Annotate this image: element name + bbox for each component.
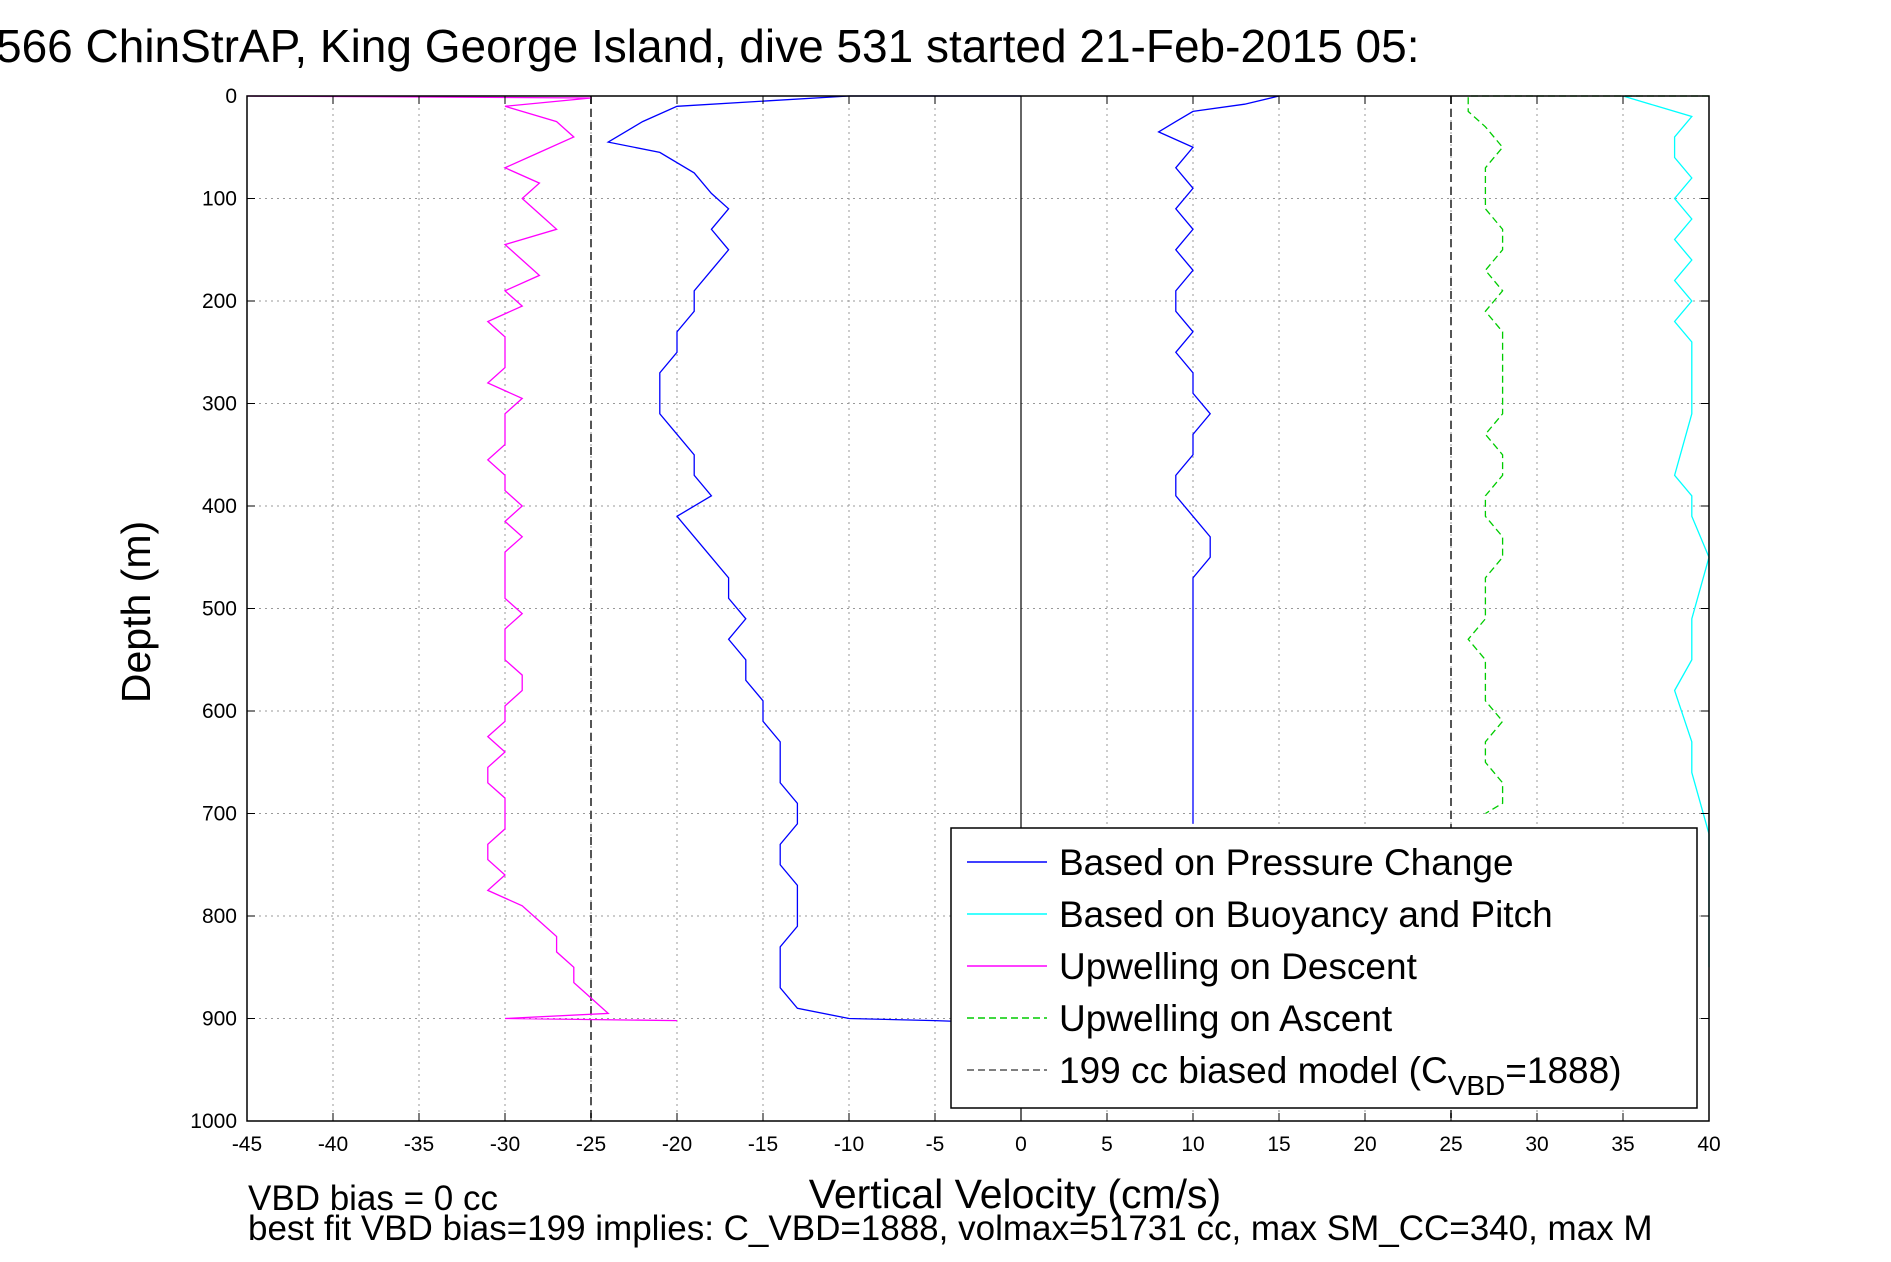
x-tick-label: 15 (1267, 1133, 1290, 1156)
legend-item: Upwelling on Ascent (967, 998, 1393, 1039)
y-tick-label: 300 (202, 393, 237, 416)
series-based-on-pressure-change-ascent (1157, 95, 1280, 824)
y-tick-label: 400 (202, 495, 237, 518)
y-axis-title: Depth (m) (113, 521, 159, 703)
legend-label: 199 cc biased model (CVBD=1888) (1059, 1050, 1622, 1101)
x-tick-label: 10 (1181, 1133, 1204, 1156)
x-tick-label: -20 (662, 1133, 692, 1156)
axis-ticks: -45 -40 -35 -30 -25 -20 -15 -10 -5 0 5 10 15 20 25 30 35… (190, 85, 1720, 1156)
chart-title: 566 ChinStrAP, King George Island, dive … (0, 20, 1420, 72)
x-tick-label: -45 (232, 1133, 262, 1156)
legend-item: Based on Buoyancy and Pitch (967, 894, 1553, 935)
x-tick-label: 0 (1015, 1133, 1027, 1156)
x-tick-label: 30 (1525, 1133, 1548, 1156)
y-tick-label: 0 (225, 85, 237, 108)
series-based-on-buoyancy-and-pitch (1622, 95, 1710, 968)
y-tick-label: 1000 (190, 1110, 237, 1133)
legend-label: Upwelling on Ascent (1059, 998, 1393, 1039)
x-tick-label: -35 (404, 1133, 434, 1156)
series-upwelling-on-descent (246, 95, 678, 1022)
legend-item: Based on Pressure Change (967, 842, 1514, 883)
legend-label: Based on Buoyancy and Pitch (1059, 894, 1553, 935)
legend-item: 199 cc biased model (CVBD=1888) (967, 1050, 1622, 1101)
best-fit-note: best fit VBD bias=199 implies: C_VBD=188… (248, 1209, 1653, 1248)
x-tick-label: -30 (490, 1133, 520, 1156)
x-tick-label: 20 (1353, 1133, 1376, 1156)
legend-label: Upwelling on Descent (1059, 946, 1418, 987)
x-tick-label: 5 (1101, 1133, 1113, 1156)
legend: Based on Pressure Change Based on Buoyanc… (950, 827, 1698, 1109)
y-tick-label: 600 (202, 700, 237, 723)
y-tick-label: 500 (202, 598, 237, 621)
y-tick-label: 700 (202, 803, 237, 826)
x-axis-title: Vertical Velocity (cm/s) (809, 1171, 1221, 1217)
y-tick-label: 900 (202, 1008, 237, 1031)
x-tick-label: -15 (748, 1133, 778, 1156)
vbd-bias-note: VBD bias = 0 cc (248, 1179, 498, 1218)
y-tick-label: 100 (202, 188, 237, 211)
data-series (246, 95, 1710, 1025)
x-tick-label: -40 (318, 1133, 348, 1156)
x-tick-label: -25 (576, 1133, 606, 1156)
x-tick-label: -10 (834, 1133, 864, 1156)
x-tick-label: 25 (1439, 1133, 1462, 1156)
y-tick-label: 200 (202, 290, 237, 313)
y-tick-label: 800 (202, 905, 237, 928)
legend-item: Upwelling on Descent (967, 946, 1418, 987)
x-tick-label: 35 (1611, 1133, 1634, 1156)
legend-label: Based on Pressure Change (1059, 842, 1514, 883)
legend-box (950, 827, 1698, 1109)
x-tick-label: -5 (926, 1133, 945, 1156)
x-tick-label: 40 (1697, 1133, 1720, 1156)
series-based-on-pressure-change (606, 95, 1022, 1025)
series-upwelling-on-ascent (1467, 95, 1709, 815)
